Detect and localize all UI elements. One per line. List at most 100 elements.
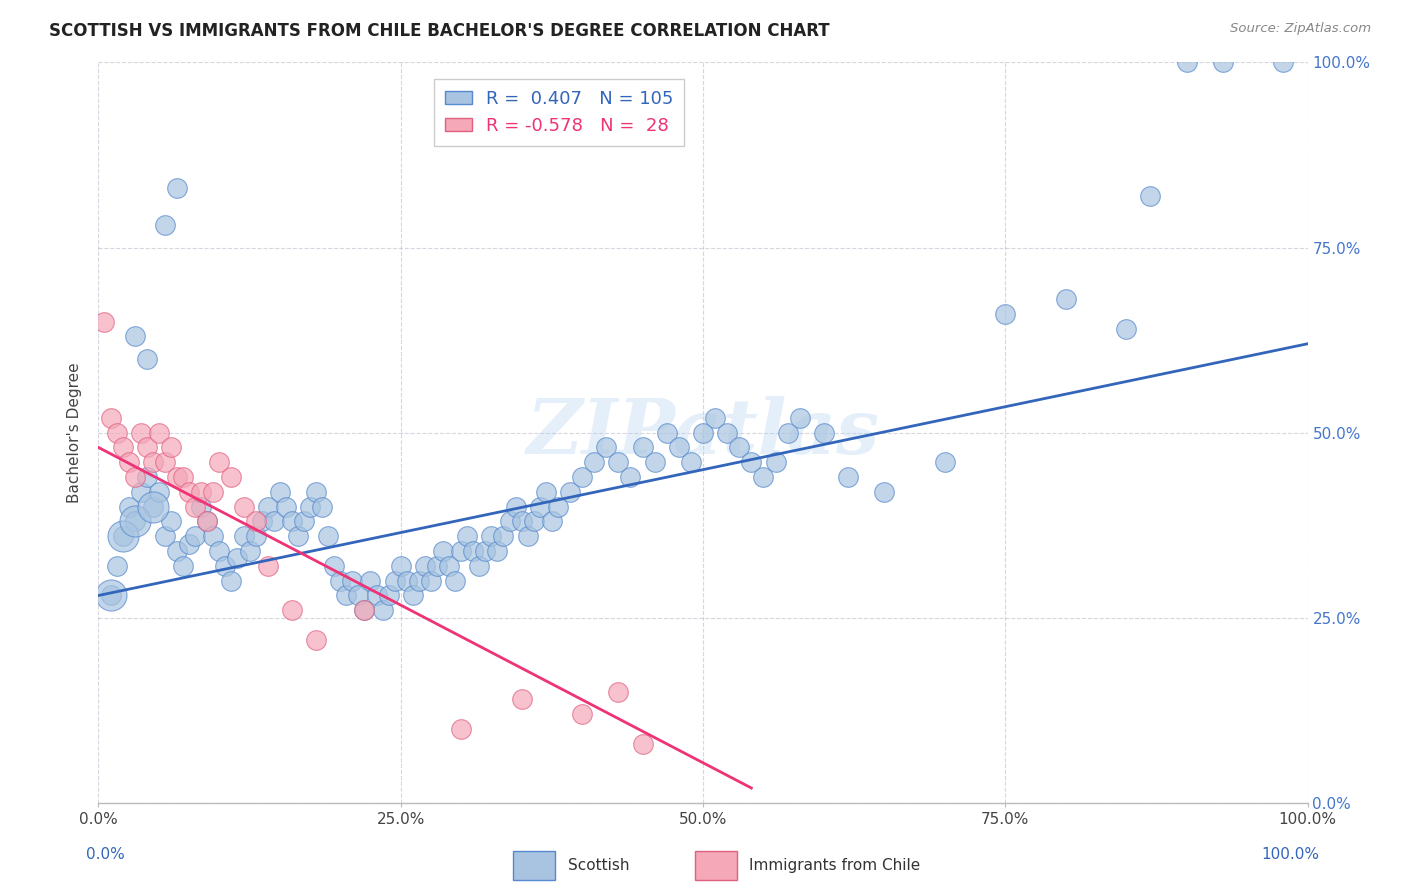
Point <box>135 470 157 484</box>
Point <box>540 515 562 529</box>
Point <box>316 529 339 543</box>
Point <box>607 685 630 699</box>
Text: SCOTTISH VS IMMIGRANTS FROM CHILE BACHELOR'S DEGREE CORRELATION CHART: SCOTTISH VS IMMIGRANTS FROM CHILE BACHEL… <box>49 22 830 40</box>
Point <box>281 603 304 617</box>
Point <box>463 544 485 558</box>
Point <box>704 410 727 425</box>
Point <box>413 558 436 573</box>
Point <box>221 574 243 588</box>
Point <box>299 500 322 514</box>
Point <box>607 455 630 469</box>
Point <box>1175 55 1198 70</box>
Point <box>558 484 581 499</box>
Point <box>644 455 666 469</box>
Point <box>221 470 243 484</box>
Point <box>384 574 406 588</box>
Point <box>353 603 375 617</box>
Point <box>335 589 357 603</box>
Point <box>172 558 194 573</box>
Point <box>160 515 183 529</box>
Point <box>245 515 267 529</box>
Point <box>728 441 751 455</box>
Point <box>195 515 218 529</box>
Point <box>395 574 418 588</box>
Point <box>232 500 254 514</box>
Point <box>129 484 152 499</box>
Point <box>274 500 297 514</box>
Point <box>347 589 370 603</box>
Point <box>179 484 201 499</box>
Point <box>263 515 285 529</box>
Point <box>208 455 231 469</box>
Text: Source: ZipAtlas.com: Source: ZipAtlas.com <box>1230 22 1371 36</box>
Point <box>195 515 218 529</box>
Point <box>432 544 454 558</box>
Point <box>631 737 654 751</box>
Point <box>166 544 188 558</box>
Point <box>437 558 460 573</box>
Point <box>184 529 207 543</box>
Text: Scottish: Scottish <box>568 858 630 872</box>
Point <box>619 470 641 484</box>
Point <box>202 484 225 499</box>
Point <box>402 589 425 603</box>
Point <box>166 181 188 195</box>
Point <box>148 484 170 499</box>
Point <box>389 558 412 573</box>
Point <box>595 441 617 455</box>
Point <box>160 441 183 455</box>
Point <box>583 455 606 469</box>
Point <box>269 484 291 499</box>
Point <box>1139 188 1161 202</box>
Point <box>124 329 146 343</box>
Point <box>813 425 835 440</box>
Point <box>208 544 231 558</box>
Point <box>692 425 714 440</box>
Point <box>239 544 262 558</box>
Point <box>100 589 122 603</box>
Point <box>342 574 364 588</box>
Point <box>994 307 1017 321</box>
Point <box>510 515 533 529</box>
Point <box>450 544 472 558</box>
Point <box>179 536 201 550</box>
FancyBboxPatch shape <box>695 851 737 880</box>
Point <box>124 515 146 529</box>
Point <box>111 441 134 455</box>
Point <box>153 219 176 233</box>
Point <box>250 515 273 529</box>
Point <box>1272 55 1295 70</box>
Point <box>450 722 472 736</box>
Text: 100.0%: 100.0% <box>1261 847 1320 863</box>
Point <box>329 574 352 588</box>
Legend: R =  0.407   N = 105, R = -0.578   N =  28: R = 0.407 N = 105, R = -0.578 N = 28 <box>434 78 685 145</box>
Point <box>377 589 399 603</box>
Point <box>190 500 212 514</box>
FancyBboxPatch shape <box>513 851 555 880</box>
Point <box>366 589 388 603</box>
Point <box>105 558 128 573</box>
Point <box>516 529 538 543</box>
Point <box>135 441 157 455</box>
Text: Immigrants from Chile: Immigrants from Chile <box>749 858 921 872</box>
Point <box>214 558 236 573</box>
Point <box>752 470 775 484</box>
Point <box>505 500 527 514</box>
Point <box>668 441 690 455</box>
Point <box>93 314 115 328</box>
Point <box>111 529 134 543</box>
Point <box>934 455 956 469</box>
Point <box>523 515 546 529</box>
Point <box>444 574 467 588</box>
Point <box>166 470 188 484</box>
Point <box>740 455 762 469</box>
Point <box>631 441 654 455</box>
Point <box>492 529 515 543</box>
Point <box>129 425 152 440</box>
Point <box>100 589 122 603</box>
Point <box>111 529 134 543</box>
Point <box>226 551 249 566</box>
Point <box>256 558 278 573</box>
Point <box>124 515 146 529</box>
Point <box>305 632 328 647</box>
